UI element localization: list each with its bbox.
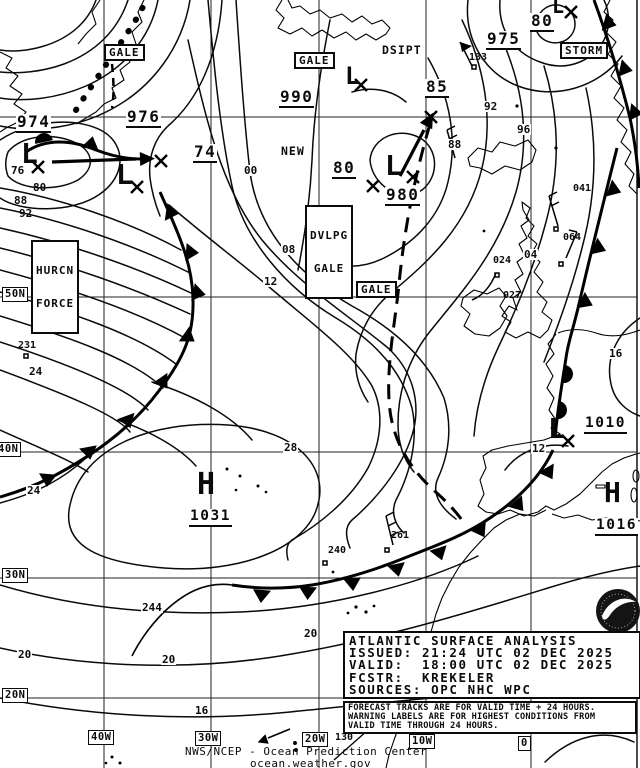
lat-label-20n: 20N <box>2 688 29 703</box>
isobar-label-24b: 24 <box>26 484 42 497</box>
pressure-975: 975 <box>486 29 522 50</box>
isobar-label-28: 28 <box>283 441 299 454</box>
lat-label-30n: 30N <box>2 568 29 583</box>
annotation-new: NEW <box>281 144 305 158</box>
warning-label-hurcn-force: HURCN FORCE <box>31 240 80 334</box>
lon-label-40w: 40W <box>88 730 115 745</box>
isobar-label-12a: 12 <box>263 275 279 288</box>
valid-line: VALID: 18:00 UTC 02 DEC 2025 <box>349 657 614 673</box>
cold-front-iberia-africa <box>231 449 555 590</box>
isobar-label-04: 04 <box>523 248 539 261</box>
station-value-133: 133 <box>469 52 488 63</box>
ice-edge-dotted-line <box>73 0 149 113</box>
front-uk <box>553 147 619 439</box>
dvlpg-line1: DVLPG <box>310 229 349 242</box>
isobar-label-76: 76 <box>11 164 25 177</box>
station-value-231: 231 <box>18 340 37 351</box>
lon-label-0: 0 <box>518 736 531 751</box>
pressure-80-ne: 80 <box>530 11 555 32</box>
pressure-74: 74 <box>193 142 218 163</box>
high-center-1031: H <box>197 467 216 502</box>
isobar-label-12b: 12 <box>531 442 547 455</box>
hurcn-line1: HURCN <box>36 264 75 277</box>
low-center-1010: L <box>548 412 565 445</box>
isobar-label-20c: 20 <box>303 627 319 640</box>
occluded-front-974 <box>25 140 141 161</box>
pressure-990: 990 <box>279 87 315 108</box>
lon-label-30w: 30W <box>195 731 222 746</box>
low-center-secondary: L <box>116 158 133 191</box>
cold-front-norway <box>592 0 640 189</box>
front-symbols <box>35 13 640 603</box>
pressure-1016: 1016 <box>595 518 638 536</box>
isobar-label-96n: 96 <box>516 123 532 136</box>
isobar-label-16a: 16 <box>608 347 624 360</box>
isobar-label-88w: 88 <box>14 194 28 207</box>
isobar-label-92w: 92 <box>19 207 33 220</box>
low-center-980: L <box>385 149 402 182</box>
pressure-80-center: 80 <box>332 158 357 179</box>
dvlpg-line2: GALE <box>313 262 345 275</box>
isobar-label-92n: 92 <box>483 100 499 113</box>
issued-line: ISSUED: 21:24 UTC 02 DEC 2025 <box>349 645 614 661</box>
isobar-label-08: 08 <box>281 243 297 256</box>
isobar-label-244: 244 <box>141 601 163 614</box>
x-position-marks <box>31 5 578 448</box>
pressure-974: 974 <box>16 112 52 133</box>
warning-label-gale-nw: GALE <box>104 44 145 61</box>
isobar-label-80w: 80 <box>33 181 47 194</box>
station-value-240: 240 <box>328 545 347 556</box>
hurcn-line2: FORCE <box>36 297 75 310</box>
footer-url: ocean.weather.gov <box>250 757 372 768</box>
sources-line: SOURCES: OPC NHC WPC <box>349 681 532 697</box>
noaa-logo <box>596 589 640 633</box>
title-block: ATLANTIC SURFACE ANALYSIS ISSUED: 21:24 … <box>343 631 640 699</box>
low-center-greenland: L <box>345 62 360 90</box>
station-value-261: 261 <box>391 530 410 541</box>
low-center-storm: L <box>552 0 565 18</box>
note-line1: FORECAST TRACKS ARE FOR VALID TIME + 24 … <box>348 703 596 713</box>
low-center-974: L <box>21 137 38 170</box>
warning-label-storm: STORM <box>560 42 609 59</box>
pressure-1031: 1031 <box>189 509 232 527</box>
station-value-064: 064 <box>563 232 582 243</box>
isobar-label-00: 00 <box>243 164 259 177</box>
lon-label-10w: 10W <box>409 734 436 749</box>
front-tail <box>131 583 233 657</box>
trough-dashed-small <box>110 63 115 109</box>
pressure-976: 976 <box>126 107 162 128</box>
lon-label-20w: 20W <box>302 732 329 747</box>
pressure-1010: 1010 <box>584 416 627 434</box>
isobar-label-16b: 16 <box>194 704 210 717</box>
station-value-027: 027 <box>503 290 522 301</box>
pressure-85: 85 <box>425 77 450 98</box>
note-line3: VALID TIME THROUGH 24 HOURS. <box>348 720 499 731</box>
isobar-label-88n: 88 <box>447 138 463 151</box>
isobar-label-24a: 24 <box>28 365 44 378</box>
footer-agency: NWS/NCEP - Ocean Prediction Center <box>185 745 428 758</box>
lat-label-50n: 50N <box>2 287 29 302</box>
isobar-label-20a: 20 <box>17 648 33 661</box>
pressure-980: 980 <box>385 185 421 206</box>
high-center-1016: H <box>604 476 621 509</box>
annotation-dsipt: DSIPT <box>382 43 422 57</box>
chart-title: ATLANTIC SURFACE ANALYSIS <box>349 633 578 648</box>
warning-label-dvlpg-gale: DVLPG GALE <box>305 205 354 299</box>
trough-dashed <box>387 123 464 521</box>
lat-label-40n: 40N <box>0 442 22 457</box>
forecaster-line: FCSTR: KREKELER <box>349 669 496 685</box>
isobar-label-20b: 20 <box>161 653 177 666</box>
station-value-041: 041 <box>573 183 592 194</box>
warning-label-gale-center: GALE <box>356 281 397 298</box>
warning-label-gale-n: GALE <box>294 52 335 69</box>
note-line2: WARNING LABELS ARE FOR HIGHEST CONDITION… <box>348 711 596 722</box>
station-value-130: 130 <box>335 732 354 743</box>
station-value-024: 024 <box>493 255 512 266</box>
note-box: FORECAST TRACKS ARE FOR VALID TIME + 24 … <box>343 701 637 734</box>
